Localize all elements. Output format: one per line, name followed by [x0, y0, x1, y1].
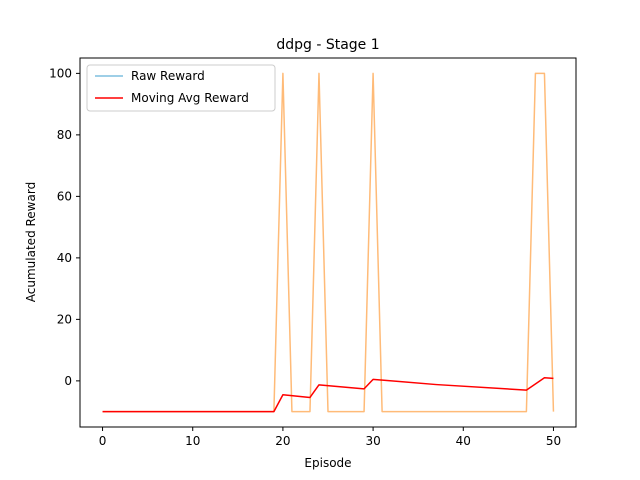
x-tick-label: 50	[546, 434, 561, 448]
x-tick-label: 10	[185, 434, 200, 448]
x-axis-label: Episode	[304, 456, 351, 470]
legend-box	[86, 64, 276, 112]
chart-title: ddpg - Stage 1	[276, 37, 379, 53]
x-tick-label: 20	[275, 434, 290, 448]
y-axis-ticks: 0 20 40 60 80 100	[49, 66, 80, 388]
plot-lines	[102, 72, 555, 413]
y-tick-label: 60	[57, 189, 72, 203]
legend-label-raw-reward: Raw Reward	[131, 69, 205, 83]
y-tick-label: 0	[64, 374, 72, 388]
y-tick-label: 100	[49, 66, 72, 80]
y-tick-label: 20	[57, 312, 72, 326]
x-axis-ticks: 0 10 20 30 40 50	[99, 427, 561, 448]
legend-label-moving-avg-reward: Moving Avg Reward	[131, 91, 249, 105]
y-tick-label: 40	[57, 251, 72, 265]
x-tick-label: 30	[365, 434, 380, 448]
x-tick-label: 0	[99, 434, 107, 448]
legend: Raw Reward Moving Avg Reward	[86, 64, 276, 112]
moving-avg-reward-line	[102, 377, 554, 413]
plot-frame	[79, 57, 577, 428]
x-tick-label: 40	[456, 434, 471, 448]
y-tick-label: 80	[57, 128, 72, 142]
y-axis-label: Acumulated Reward	[24, 182, 38, 302]
